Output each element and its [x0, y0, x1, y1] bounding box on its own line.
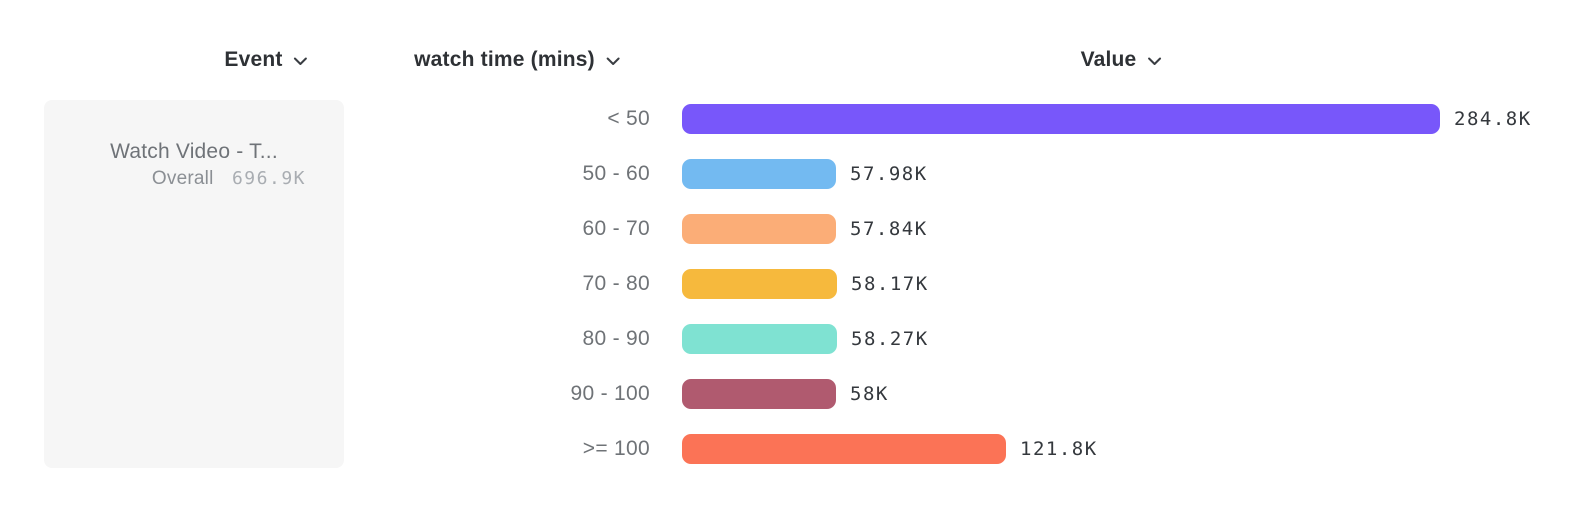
category-label: 60 - 70: [582, 217, 650, 240]
chevron-down-icon: [1147, 57, 1161, 66]
column-header-value-label: Value: [1080, 48, 1137, 71]
category-label: >= 100: [582, 437, 650, 460]
event-card[interactable]: Watch Video - T... Overall 696.9K: [44, 100, 344, 468]
bar-row: < 50 284.8K: [400, 104, 1532, 134]
bar-value: 121.8K: [1020, 438, 1098, 460]
bar-chart: < 50 284.8K 50 - 60 57.98K 60 - 70 57.84…: [400, 104, 1532, 464]
bar-value: 58K: [850, 383, 889, 405]
bar-value: 57.98K: [850, 163, 928, 185]
bar-value: 57.84K: [850, 218, 928, 240]
bar-value: 58.17K: [851, 273, 929, 295]
bar[interactable]: [682, 379, 836, 409]
event-title: Watch Video - T...: [110, 140, 278, 163]
column-header-dimension[interactable]: watch time (mins): [414, 48, 620, 72]
chevron-down-icon: [294, 57, 308, 66]
column-header-event-label: Event: [224, 48, 283, 71]
bar-row: >= 100 121.8K: [400, 434, 1532, 464]
column-header-event[interactable]: Event: [224, 48, 308, 72]
bar[interactable]: [682, 269, 837, 299]
overall-row: Overall 696.9K: [44, 168, 344, 190]
column-header-dimension-label: watch time (mins): [414, 48, 595, 71]
chevron-down-icon: [606, 57, 620, 66]
category-label: 50 - 60: [582, 162, 650, 185]
column-header-value[interactable]: Value: [1081, 48, 1162, 72]
overall-value: 696.9K: [231, 168, 306, 189]
bar[interactable]: [682, 434, 1006, 464]
bar-row: 60 - 70 57.84K: [400, 214, 1532, 244]
overall-label: Overall: [151, 168, 214, 189]
category-label: 70 - 80: [582, 272, 650, 295]
bar-row: 50 - 60 57.98K: [400, 159, 1532, 189]
category-label: 80 - 90: [582, 327, 650, 350]
bar[interactable]: [682, 104, 1440, 134]
bar-row: 80 - 90 58.27K: [400, 324, 1532, 354]
bar[interactable]: [682, 159, 836, 189]
bar[interactable]: [682, 214, 836, 244]
bar-row: 70 - 80 58.17K: [400, 269, 1532, 299]
category-label: < 50: [607, 107, 650, 130]
bar[interactable]: [682, 324, 837, 354]
bar-value: 284.8K: [1454, 108, 1532, 130]
category-label: 90 - 100: [570, 382, 650, 405]
bar-row: 90 - 100 58K: [400, 379, 1532, 409]
bar-value: 58.27K: [851, 328, 929, 350]
